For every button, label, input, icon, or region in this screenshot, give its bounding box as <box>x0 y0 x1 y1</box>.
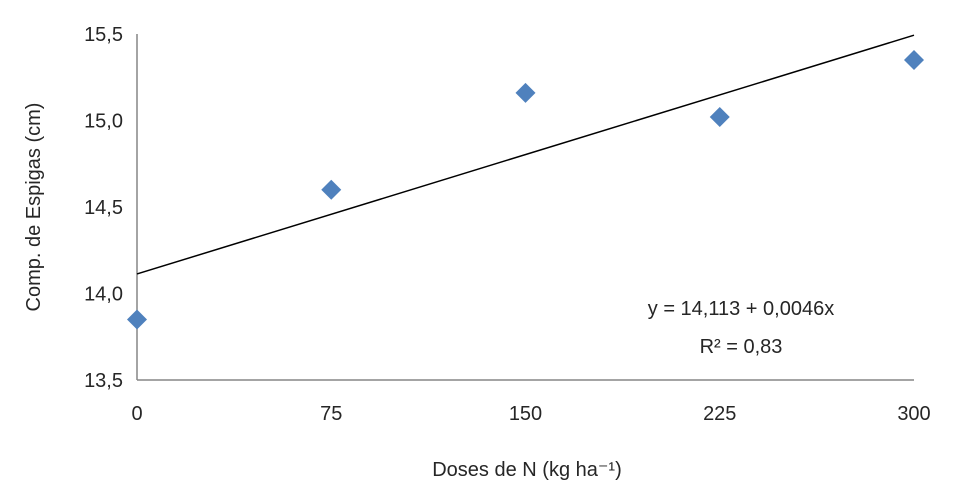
trendline-equation: y = 14,113 + 0,0046x <box>648 298 834 320</box>
y-tick-label: 15,0 <box>84 111 123 133</box>
x-axis-title: Doses de N (kg ha⁻¹) <box>432 459 622 481</box>
y-tick-label: 14,5 <box>84 197 123 219</box>
x-tick-label: 150 <box>509 403 542 425</box>
data-point <box>904 49 924 70</box>
trendline-group <box>136 34 915 275</box>
data-point <box>515 82 536 103</box>
x-tick-label: 0 <box>131 403 142 425</box>
y-tick-label: 15,5 <box>84 24 123 46</box>
trendline <box>136 34 915 275</box>
y-axis-title: Comp. de Espigas (cm) <box>23 103 45 312</box>
x-tick-label: 225 <box>703 403 736 425</box>
r-squared-label: R² = 0,83 <box>700 336 783 358</box>
data-point <box>709 107 730 128</box>
data-points <box>127 49 924 330</box>
data-point <box>127 309 147 330</box>
y-tick-label: 14,0 <box>84 284 123 306</box>
x-tick-label: 300 <box>897 403 930 425</box>
data-point <box>321 179 342 200</box>
tick-labels: 0 75 150 225 300 13,5 14,0 14,5 15,0 15,5 <box>84 24 931 425</box>
x-tick-label: 75 <box>320 403 342 425</box>
y-tick-label: 13,5 <box>84 370 123 392</box>
